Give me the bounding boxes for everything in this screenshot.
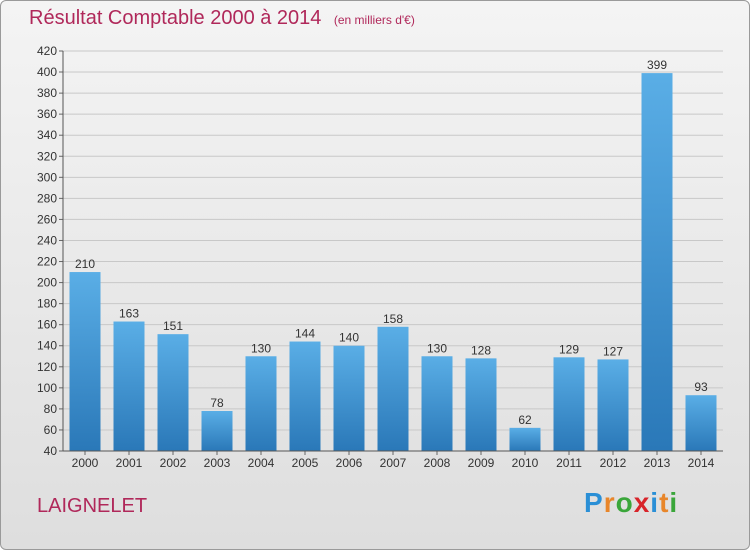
- data-label-2011: 129: [559, 342, 579, 356]
- bar-2004: [245, 356, 277, 451]
- x-tick-label: 2013: [644, 456, 671, 470]
- bar-2003: [201, 411, 233, 451]
- y-tick-label: 220: [37, 255, 57, 269]
- logo-letter: i: [650, 487, 660, 518]
- bar-2005: [289, 341, 321, 451]
- data-label-2014: 93: [694, 380, 708, 394]
- y-tick-label: 360: [37, 107, 57, 121]
- bar-2008: [421, 356, 453, 451]
- x-tick-label: 2012: [600, 456, 627, 470]
- x-tick-label: 2014: [688, 456, 715, 470]
- y-tick-label: 280: [37, 191, 57, 205]
- title-main: Résultat Comptable 2000 à 2014: [29, 7, 322, 29]
- logo-letter: t: [659, 487, 670, 518]
- chart-title: Résultat Comptable 2000 à 2014 (en milli…: [29, 7, 415, 30]
- y-tick-label: 400: [37, 65, 57, 79]
- x-tick-label: 2011: [556, 456, 582, 470]
- y-tick-label: 260: [37, 212, 57, 226]
- x-tick-label: 2001: [116, 456, 143, 470]
- y-axis-ticks: 40 60 80 100 120 140 160 180 200 220 240 260 280 300 3…: [37, 44, 63, 458]
- data-label-2013: 399: [647, 58, 667, 72]
- data-label-2002: 151: [163, 319, 183, 333]
- y-tick-label: 320: [37, 149, 57, 163]
- y-tick-label: 160: [37, 318, 57, 332]
- logo-letter: x: [633, 487, 651, 518]
- y-tick-label: 420: [37, 44, 57, 58]
- data-labels: 210 163 151 78 130 144 140 158 130 128 62 129 127 399…: [75, 58, 708, 427]
- logo-letter: i: [669, 487, 679, 518]
- y-tick-label: 140: [37, 339, 57, 353]
- bar-2007: [377, 326, 409, 451]
- data-label-2008: 130: [427, 341, 447, 355]
- y-tick-label: 240: [37, 233, 57, 247]
- logo-letter: r: [603, 487, 616, 518]
- commune-name: LAIGNELET: [37, 495, 148, 517]
- bar-2002: [157, 334, 189, 451]
- data-label-2001: 163: [119, 307, 139, 321]
- x-tick-label: 2000: [72, 456, 99, 470]
- bar-2012: [597, 359, 629, 451]
- data-label-2004: 130: [251, 341, 271, 355]
- bar-2000: [69, 272, 101, 451]
- bar-2010: [509, 427, 541, 451]
- x-tick-label: 2002: [160, 456, 187, 470]
- data-label-2010: 62: [518, 413, 532, 427]
- logo-letter: o: [615, 487, 634, 518]
- title-unit: (en milliers d'€): [333, 13, 415, 27]
- bar-2014: [685, 395, 717, 451]
- y-tick-label: 120: [37, 360, 57, 374]
- x-tick-label: 2007: [380, 456, 407, 470]
- bar-2006: [333, 345, 365, 451]
- bar-2013: [641, 73, 673, 452]
- x-axis-ticks: 2000 2001 2002 2003 2004 2005 2006 2007 2008 2009…: [72, 451, 715, 470]
- x-tick-label: 2003: [204, 456, 231, 470]
- bars: [69, 73, 717, 452]
- y-tick-label: 100: [37, 381, 57, 395]
- x-tick-label: 2010: [512, 456, 539, 470]
- y-tick-label: 380: [37, 86, 57, 100]
- logo-letter: P: [584, 487, 604, 518]
- x-tick-label: 2005: [292, 456, 319, 470]
- y-tick-label: 300: [37, 170, 57, 184]
- y-tick-label: 200: [37, 276, 57, 290]
- bar-2009: [465, 358, 497, 451]
- y-tick-label: 80: [44, 402, 58, 416]
- data-label-2012: 127: [603, 344, 623, 358]
- y-tick-label: 40: [44, 444, 58, 458]
- x-tick-label: 2008: [424, 456, 451, 470]
- x-tick-label: 2004: [248, 456, 275, 470]
- x-tick-label: 2006: [336, 456, 363, 470]
- y-tick-label: 180: [37, 297, 57, 311]
- proxiti-logo: Proxiti: [584, 487, 678, 519]
- y-tick-label: 60: [44, 423, 58, 437]
- data-label-2000: 210: [75, 257, 95, 271]
- y-tick-label: 340: [37, 128, 57, 142]
- data-label-2009: 128: [471, 343, 491, 357]
- data-label-2007: 158: [383, 312, 403, 326]
- data-label-2003: 78: [210, 396, 224, 410]
- data-label-2006: 140: [339, 331, 359, 345]
- data-label-2005: 144: [295, 327, 315, 341]
- axes: [62, 51, 723, 452]
- bar-2001: [113, 321, 145, 451]
- x-tick-label: 2009: [468, 456, 495, 470]
- bar-2011: [553, 357, 585, 451]
